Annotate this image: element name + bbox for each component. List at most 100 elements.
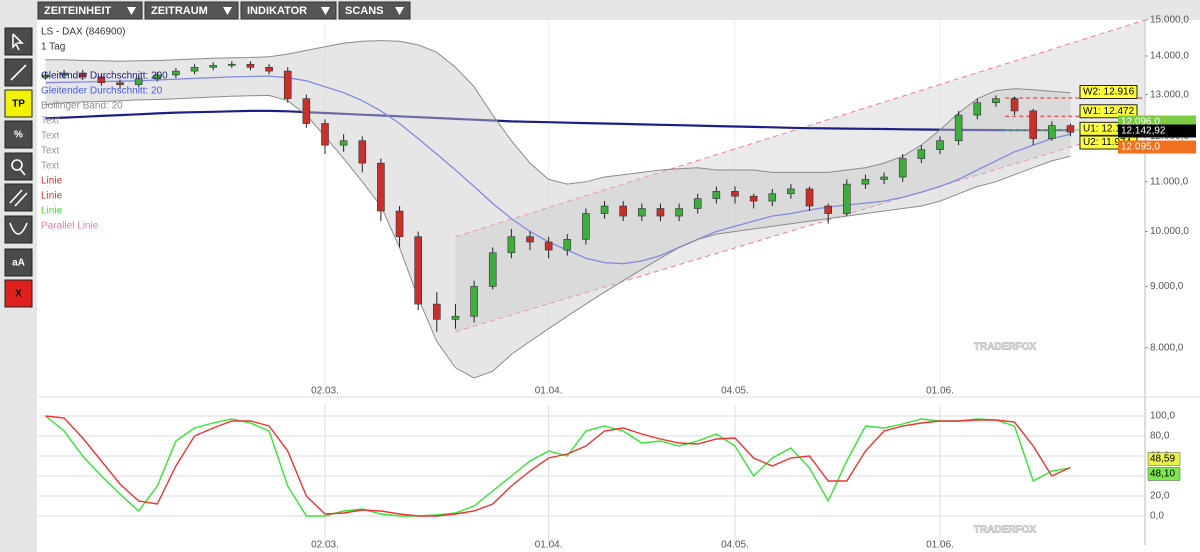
oscillator-line bbox=[45, 415, 1071, 517]
y-tick-label: 100,0 bbox=[1150, 411, 1175, 422]
candle-body bbox=[283, 70, 292, 99]
channel-line bbox=[455, 124, 1145, 333]
candle-body bbox=[619, 205, 627, 217]
band-lower bbox=[45, 94, 1071, 379]
candle-body bbox=[116, 82, 124, 85]
candle-body bbox=[451, 315, 460, 320]
candle-body bbox=[731, 191, 739, 197]
watermark: TRADERFOX bbox=[974, 525, 1037, 536]
y-tick-label: 80,0 bbox=[1150, 431, 1170, 442]
price-tag-label: 12.095,0 bbox=[1121, 142, 1160, 153]
stochastic-plot bbox=[38, 405, 1145, 545]
y-tick-label: 15.000,0 bbox=[1150, 15, 1189, 26]
candle-body bbox=[936, 140, 944, 150]
percent-tool[interactable] bbox=[4, 120, 33, 149]
x-tick-label: 04.05. bbox=[721, 540, 749, 551]
candle-body bbox=[805, 188, 814, 207]
menu-label: SCANS bbox=[345, 5, 384, 17]
candle-body bbox=[339, 140, 348, 146]
chart-title: LS - DAX (846900) bbox=[41, 27, 126, 38]
candle-body bbox=[507, 236, 516, 254]
menu-arrow bbox=[395, 7, 404, 15]
candle-body bbox=[358, 140, 367, 164]
candle-body bbox=[60, 72, 68, 76]
level-label: W1: 12.472 bbox=[1083, 106, 1135, 117]
candle-body bbox=[675, 208, 683, 217]
legend-entry: Text bbox=[41, 146, 60, 157]
text-tool[interactable] bbox=[4, 248, 33, 277]
legend-entry: Linie bbox=[41, 191, 63, 202]
candle-body bbox=[824, 205, 832, 214]
tool-label: aA bbox=[12, 258, 25, 269]
candle-body bbox=[768, 193, 777, 202]
candle-body bbox=[861, 179, 870, 185]
zoom-icon bbox=[19, 168, 26, 176]
menu-button[interactable] bbox=[338, 1, 411, 20]
y-tick-label: 10.000,0 bbox=[1150, 226, 1189, 237]
legend: LS - DAX (846900) 1 Tag Gleitender Durch… bbox=[41, 27, 168, 232]
legend-entry: Bollinger Band: 20 bbox=[41, 101, 123, 112]
candle-body bbox=[190, 66, 199, 72]
menu-button[interactable] bbox=[240, 1, 337, 20]
candle-body bbox=[172, 70, 180, 76]
candle-body bbox=[302, 98, 311, 124]
menu-arrow bbox=[127, 7, 136, 15]
legend-entry: Text bbox=[41, 116, 60, 127]
tool-bar: TP % aA X bbox=[4, 27, 33, 308]
curve-tool[interactable] bbox=[4, 215, 33, 244]
price-tag-label: 12.142,92 bbox=[1121, 126, 1166, 137]
value-tag bbox=[1147, 452, 1181, 466]
candle-body bbox=[228, 63, 236, 66]
x-tick-label: 04.05. bbox=[721, 386, 749, 397]
tool-label: % bbox=[14, 130, 23, 141]
candle-body bbox=[638, 208, 646, 217]
candle-body bbox=[526, 236, 534, 243]
candle-body bbox=[843, 183, 851, 214]
price-tag bbox=[1118, 124, 1196, 138]
legend-entry: Gleitender Durchschnitt: 20 bbox=[41, 86, 163, 97]
candle-body bbox=[97, 76, 106, 84]
candle-body bbox=[246, 63, 255, 68]
candle-body bbox=[582, 213, 590, 240]
chart-subtitle: 1 Tag bbox=[41, 42, 65, 53]
candle-body bbox=[153, 74, 162, 80]
menu-button[interactable] bbox=[37, 1, 143, 20]
x-tick-label: 01.04. bbox=[535, 540, 563, 551]
cursor-icon bbox=[12, 33, 24, 51]
y-tick-label: 8.000,0 bbox=[1150, 342, 1184, 353]
parallel-tool[interactable] bbox=[4, 183, 33, 212]
candle-body bbox=[917, 149, 926, 159]
candle-body bbox=[656, 208, 665, 217]
level-label: U2: 11.974 bbox=[1083, 137, 1132, 148]
price-tag bbox=[1118, 140, 1196, 154]
level-box bbox=[1079, 85, 1138, 100]
legend-entry: Linie bbox=[41, 176, 63, 187]
line-icon bbox=[10, 64, 27, 81]
candle-body bbox=[712, 191, 721, 199]
band-area bbox=[45, 40, 1071, 378]
menu-label: ZEITRAUM bbox=[151, 5, 208, 17]
menu-arrow bbox=[321, 7, 330, 15]
legend-entry: Gleitender Durchschnitt: 200 bbox=[41, 71, 168, 82]
parallel-icon bbox=[9, 189, 28, 207]
cursor-tool[interactable] bbox=[4, 27, 33, 56]
value-tag-label: 48,10 bbox=[1150, 469, 1175, 480]
candle-body bbox=[749, 195, 758, 202]
channel-area bbox=[455, 20, 1145, 332]
zoom-tool[interactable] bbox=[4, 152, 33, 181]
candle-body bbox=[544, 241, 553, 251]
candle-body bbox=[134, 78, 143, 85]
menu-label: ZEITEINHEIT bbox=[44, 5, 112, 17]
candle-body bbox=[488, 252, 497, 287]
curve-icon bbox=[9, 222, 28, 235]
price-plot bbox=[41, 20, 1145, 385]
tp-tool[interactable] bbox=[4, 89, 33, 118]
candle-body bbox=[414, 236, 422, 305]
candle-body bbox=[880, 176, 888, 180]
x-tick-label: 02.03. bbox=[311, 386, 339, 397]
band-upper bbox=[45, 40, 1071, 185]
menu-button[interactable] bbox=[144, 1, 239, 20]
moving-average bbox=[45, 75, 1071, 265]
delete-tool[interactable] bbox=[4, 279, 33, 308]
level-label: W2: 12.916 bbox=[1083, 87, 1135, 98]
